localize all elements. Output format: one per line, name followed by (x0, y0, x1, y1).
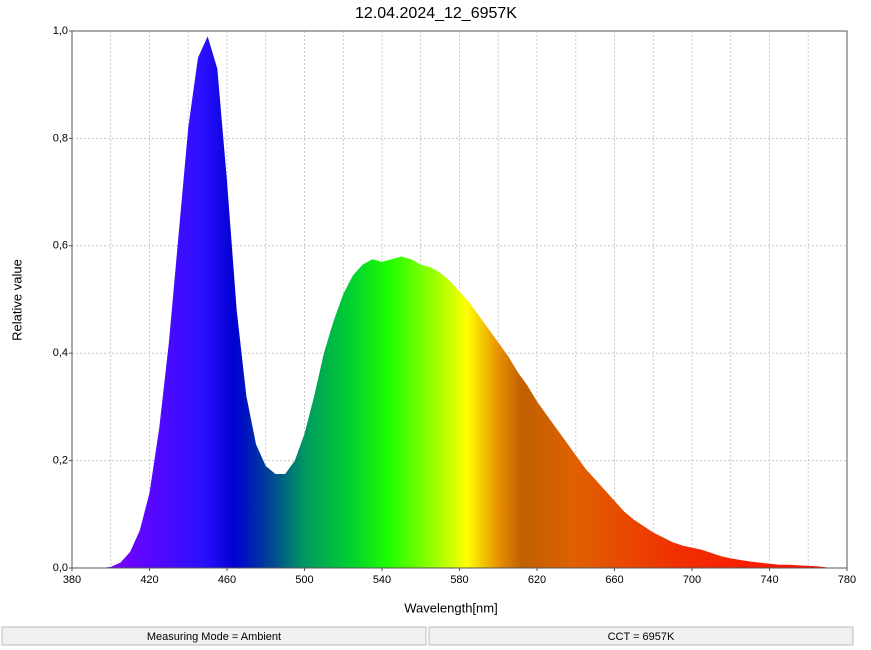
status-text: Measuring Mode = Ambient (147, 631, 281, 643)
status-panel (428, 626, 854, 646)
y-tick-label: 1,0 (53, 25, 68, 37)
x-tick-label: 780 (838, 574, 856, 586)
x-tick-label: 380 (63, 574, 81, 586)
x-tick-label: 660 (605, 574, 623, 586)
x-tick-label: 420 (140, 574, 158, 586)
status-text: CCT = 6957K (608, 631, 675, 643)
x-tick-label: 620 (528, 574, 546, 586)
y-tick-label: 0,6 (53, 240, 68, 252)
y-tick-label: 0,2 (53, 455, 68, 467)
x-tick-label: 500 (295, 574, 313, 586)
y-tick-label: 0,0 (53, 562, 68, 574)
plot-area (71, 30, 848, 569)
y-tick-label: 0,4 (53, 347, 68, 359)
x-axis-label: Wavelength[nm] (404, 600, 497, 615)
x-tick-label: 740 (760, 574, 778, 586)
y-axis-label: Relative value (9, 259, 24, 341)
y-tick-label: 0,8 (53, 132, 68, 144)
x-tick-label: 580 (450, 574, 468, 586)
x-tick-label: 700 (683, 574, 701, 586)
status-panel (1, 626, 427, 646)
x-tick-label: 460 (218, 574, 236, 586)
chart-title: 12.04.2024_12_6957K (355, 5, 517, 22)
spectrum-area (72, 36, 847, 569)
x-tick-label: 540 (373, 574, 391, 586)
